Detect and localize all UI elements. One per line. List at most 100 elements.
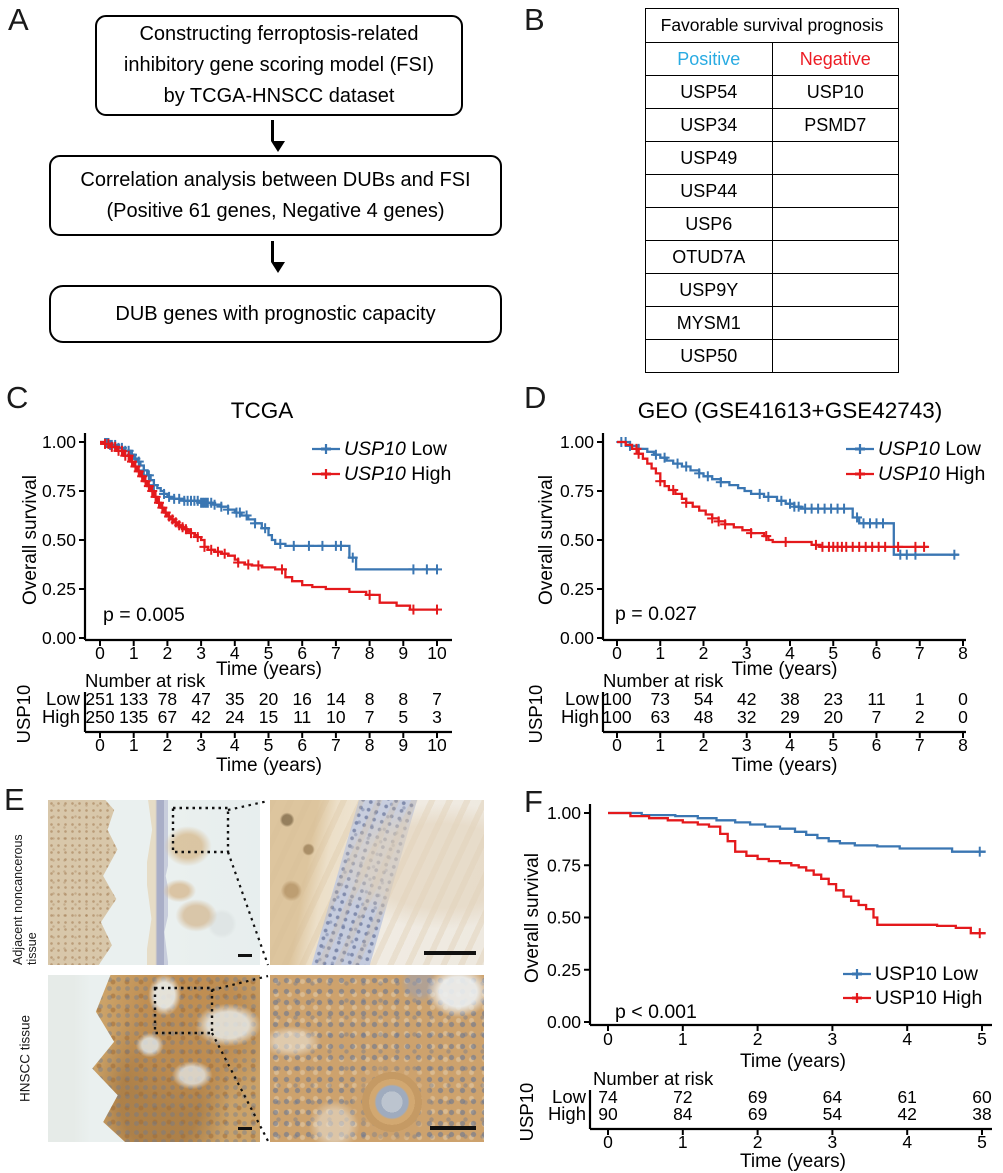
y-tick-label: 0.75 bbox=[547, 855, 581, 875]
ihc-row-label-hnscc: HNSCC tissue bbox=[17, 1014, 33, 1103]
ihc-image-adjacent-low-mag bbox=[48, 800, 260, 965]
x-axis-title: Time (years) bbox=[216, 659, 322, 680]
legend-label: USP10 Low bbox=[344, 438, 448, 460]
risk-tick-label: 7 bbox=[331, 735, 341, 755]
risk-count: 74 bbox=[598, 1087, 618, 1107]
risk-count: 69 bbox=[748, 1104, 767, 1124]
ihc-image-hnscc-low-mag bbox=[48, 975, 260, 1142]
risk-count: 60 bbox=[972, 1087, 992, 1107]
risk-count: 16 bbox=[292, 689, 311, 709]
risk-tick-label: 7 bbox=[915, 735, 925, 755]
flow-box-1-line-2: inhibitory gene scoring model (FSI) bbox=[123, 54, 435, 76]
risk-count: 38 bbox=[780, 689, 799, 709]
risk-tick-label: 8 bbox=[958, 735, 968, 755]
legend-label: USP10 High bbox=[344, 463, 451, 485]
gene-cell: USP49 bbox=[645, 141, 773, 175]
x-tick-label: 10 bbox=[427, 643, 447, 663]
risk-tick-label: 3 bbox=[196, 735, 206, 755]
x-tick-label: 1 bbox=[678, 1029, 688, 1049]
risk-tick-label: 5 bbox=[264, 735, 274, 755]
legend-label: USP10 High bbox=[875, 987, 982, 1009]
y-tick-label: 0.00 bbox=[560, 628, 594, 648]
x-tick-label: 9 bbox=[398, 643, 408, 663]
x-tick-label: 4 bbox=[902, 1029, 912, 1049]
risk-count: 0 bbox=[958, 707, 968, 727]
risk-count: 8 bbox=[398, 689, 408, 709]
risk-count: 14 bbox=[326, 689, 346, 709]
table-row: USP9Y bbox=[645, 273, 899, 307]
gene-cell: USP9Y bbox=[645, 273, 773, 307]
risk-count: 8 bbox=[365, 689, 375, 709]
keratin-pearl bbox=[270, 975, 484, 1142]
x-tick-label: 0 bbox=[95, 643, 105, 663]
x-tick-label: 1 bbox=[655, 643, 665, 663]
risk-tick-label: 2 bbox=[753, 1132, 763, 1152]
x-tick-label: 6 bbox=[297, 643, 307, 663]
y-tick-label: 1.00 bbox=[547, 803, 581, 823]
risk-count: 11 bbox=[867, 689, 885, 709]
risk-count: 2 bbox=[915, 707, 925, 727]
gene-cell bbox=[771, 273, 899, 307]
chart-title: TCGA bbox=[231, 398, 294, 423]
risk-count: 251 bbox=[85, 689, 114, 709]
gene-cell: OTUD7A bbox=[645, 240, 773, 274]
risk-count: 135 bbox=[119, 707, 148, 727]
risk-tick-label: 1 bbox=[129, 735, 139, 755]
risk-x-axis-title: Time (years) bbox=[216, 755, 322, 776]
risk-group-axis-title: USP10 bbox=[525, 685, 546, 744]
y-tick-label: 0.25 bbox=[560, 579, 594, 599]
x-axis-title: Time (years) bbox=[740, 1051, 846, 1072]
risk-tick-label: 6 bbox=[297, 735, 307, 755]
gene-cell: USP6 bbox=[645, 207, 773, 241]
x-tick-label: 5 bbox=[264, 643, 274, 663]
risk-group-label-low: Low bbox=[565, 688, 600, 709]
y-tick-label: 1.00 bbox=[560, 432, 594, 452]
ihc-image-hnscc-zoom bbox=[270, 975, 484, 1142]
table-row: MYSM1 bbox=[645, 306, 899, 340]
gene-cell bbox=[771, 207, 899, 241]
tissue-fragments bbox=[48, 800, 260, 965]
risk-count: 73 bbox=[651, 689, 670, 709]
panel-c-letter: C bbox=[6, 380, 29, 415]
risk-tick-label: 9 bbox=[398, 735, 408, 755]
flow-box-3: DUB genes with prognostic capacity bbox=[49, 285, 502, 343]
risk-table-header: Number at risk bbox=[593, 1068, 714, 1089]
x-axis-title: Time (years) bbox=[732, 659, 838, 680]
x-tick-label: 3 bbox=[828, 1029, 838, 1049]
risk-tick-label: 4 bbox=[230, 735, 240, 755]
risk-count: 20 bbox=[259, 689, 279, 709]
scale-bar bbox=[238, 1127, 252, 1130]
risk-count: 3 bbox=[432, 707, 442, 727]
risk-count: 54 bbox=[823, 1104, 843, 1124]
risk-count: 72 bbox=[673, 1087, 692, 1107]
y-axis-title: Overall survival bbox=[20, 475, 41, 605]
y-tick-label: 1.00 bbox=[42, 432, 76, 452]
table-row: USP50 bbox=[645, 339, 899, 373]
y-tick-label: 0.25 bbox=[42, 579, 76, 599]
km-chart-cohort: 0.00 0.25 0.50 0.75 1.00 0 1 2 3 4 5 Time (years) Ov… bbox=[516, 803, 992, 1172]
panel-a-letter: A bbox=[8, 2, 29, 37]
chart-title: GEO (GSE41613+GSE42743) bbox=[638, 398, 943, 423]
risk-count: 1 bbox=[915, 689, 925, 709]
gene-cell: USP10 bbox=[771, 75, 899, 109]
y-tick-label: 0.25 bbox=[547, 960, 581, 980]
risk-count: 23 bbox=[824, 689, 843, 709]
legend-label: USP10 Low bbox=[878, 438, 982, 460]
risk-count: 29 bbox=[780, 707, 799, 727]
risk-count: 90 bbox=[598, 1104, 618, 1124]
x-tick-label: 4 bbox=[785, 643, 795, 663]
p-value-label: p = 0.027 bbox=[615, 603, 697, 625]
y-axis-title: Overall survival bbox=[536, 475, 557, 605]
x-tick-label: 3 bbox=[742, 643, 752, 663]
flow-box-1: Constructing ferroptosis-related inhibit… bbox=[95, 15, 463, 116]
x-tick-label: 1 bbox=[129, 643, 139, 663]
risk-tick-label: 0 bbox=[603, 1132, 613, 1152]
risk-count: 20 bbox=[824, 707, 844, 727]
y-tick-label: 0.00 bbox=[42, 628, 76, 648]
x-tick-label: 2 bbox=[163, 643, 173, 663]
risk-table-header: Number at risk bbox=[603, 670, 724, 691]
gene-cell bbox=[771, 141, 899, 175]
x-tick-label: 7 bbox=[331, 643, 341, 663]
risk-count: 32 bbox=[737, 707, 756, 727]
